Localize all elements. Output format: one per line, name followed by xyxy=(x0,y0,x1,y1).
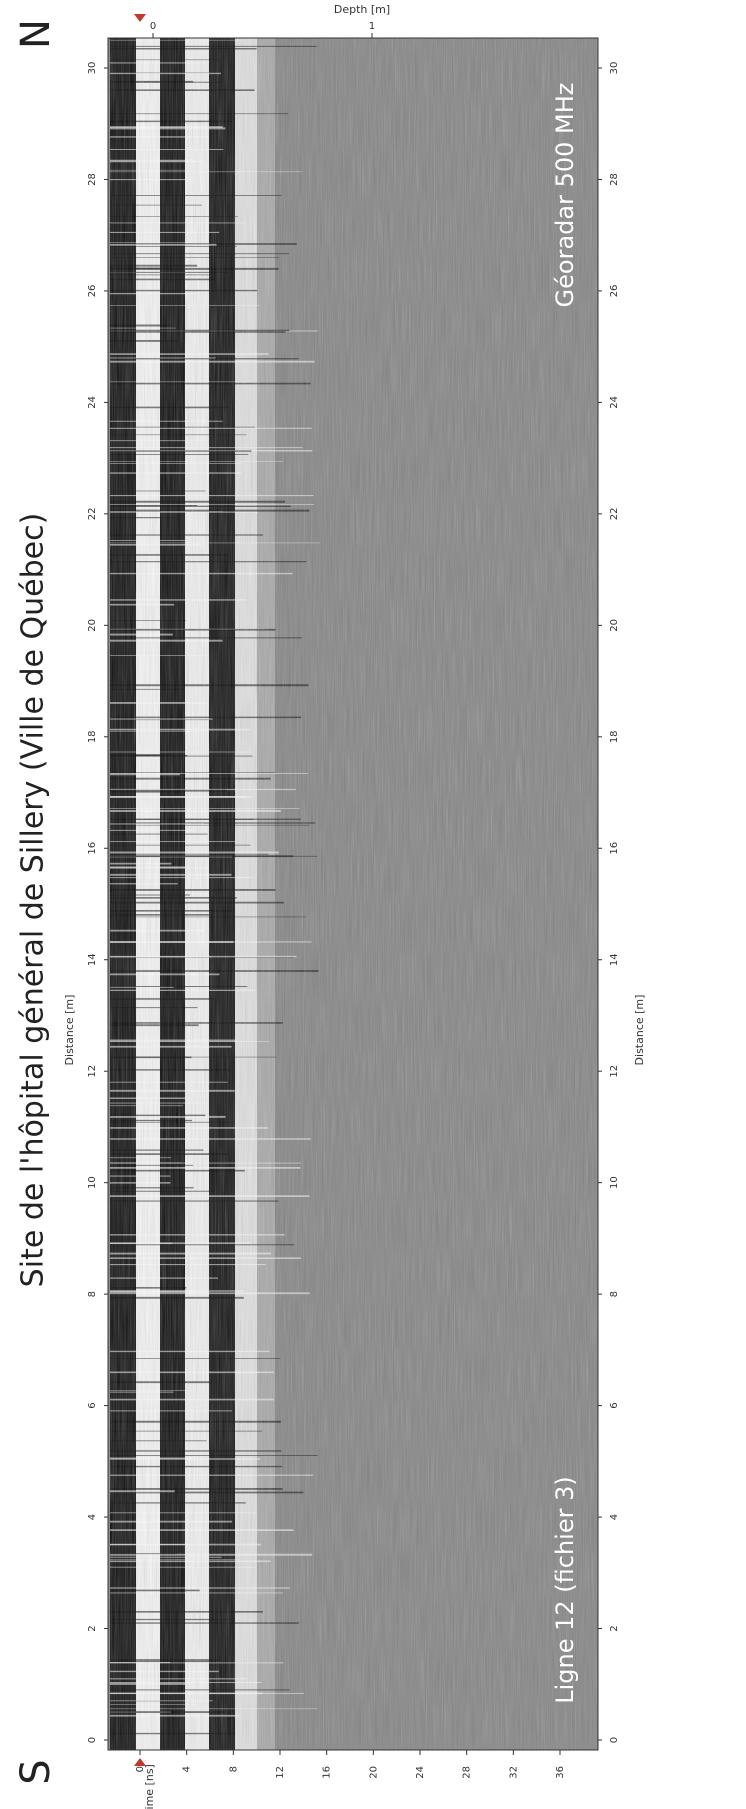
depth-tick-label: 0 xyxy=(150,21,156,32)
distance-tick-label: 24 xyxy=(87,396,98,409)
distance-tick-label: 2 xyxy=(87,1625,98,1631)
distance-tick-label: 30 xyxy=(609,62,620,75)
direction-start: S xyxy=(13,1759,59,1784)
distance-tick-label: 0 xyxy=(609,1737,620,1743)
distance-tick-label: 24 xyxy=(609,396,620,409)
depth-axis-label: Depth [m] xyxy=(334,3,390,16)
radargram xyxy=(107,37,599,1751)
distance-axis-label-right: Distance [m] xyxy=(633,995,646,1066)
depth-tick-label: 1 xyxy=(369,21,375,32)
distance-tick-label: 28 xyxy=(609,173,620,186)
distance-tick-label: 4 xyxy=(87,1514,98,1520)
time-tick-label: 32 xyxy=(508,1766,519,1779)
distance-tick-label: 22 xyxy=(609,507,620,520)
distance-tick-label: 2 xyxy=(609,1625,620,1631)
time-tick-label: 0 xyxy=(135,1766,146,1772)
time-axis-label: Time [ns] xyxy=(143,1764,156,1809)
line-label: Ligne 12 (fichier 3) xyxy=(551,1476,579,1704)
distance-tick-label: 16 xyxy=(609,842,620,855)
time-tick-label: 36 xyxy=(555,1766,566,1779)
distance-tick-label: 28 xyxy=(87,173,98,186)
time-tick-label: 4 xyxy=(182,1766,193,1772)
distance-tick-label: 12 xyxy=(87,1065,98,1078)
time-tick-label: 24 xyxy=(415,1766,426,1779)
distance-tick-label: 18 xyxy=(87,730,98,743)
distance-tick-label: 16 xyxy=(87,842,98,855)
distance-tick-label: 30 xyxy=(87,62,98,75)
distance-tick-label: 22 xyxy=(87,507,98,520)
distance-tick-label: 0 xyxy=(87,1737,98,1743)
distance-tick-label: 14 xyxy=(609,953,620,966)
radar-label: Géoradar 500 MHz xyxy=(551,83,579,308)
distance-axis-label: Distance [m] xyxy=(63,995,76,1066)
distance-tick-label: 8 xyxy=(87,1291,98,1297)
distance-tick-label: 4 xyxy=(609,1514,620,1520)
distance-tick-label: 20 xyxy=(609,619,620,632)
time-tick-label: 16 xyxy=(322,1766,333,1779)
distance-tick-label: 6 xyxy=(609,1402,620,1408)
distance-tick-label: 6 xyxy=(87,1402,98,1408)
marker xyxy=(134,14,146,22)
distance-tick-label: 12 xyxy=(609,1065,620,1078)
distance-tick-label: 14 xyxy=(87,953,98,966)
time-tick-label: 28 xyxy=(462,1766,473,1779)
distance-tick-label: 8 xyxy=(609,1291,620,1297)
time-tick-label: 12 xyxy=(275,1766,286,1779)
distance-tick-label: 26 xyxy=(87,285,98,298)
marker xyxy=(134,1758,146,1766)
distance-tick-label: 20 xyxy=(87,619,98,632)
title: Site de l'hôpital général de Sillery (Vi… xyxy=(16,513,51,1288)
distance-tick-label: 10 xyxy=(87,1176,98,1189)
time-tick-label: 20 xyxy=(368,1766,379,1779)
time-tick-label: 8 xyxy=(228,1766,239,1772)
distance-tick-label: 26 xyxy=(609,285,620,298)
distance-tick-label: 18 xyxy=(609,730,620,743)
distance-tick-label: 10 xyxy=(609,1176,620,1189)
direction-end: N xyxy=(13,19,59,49)
